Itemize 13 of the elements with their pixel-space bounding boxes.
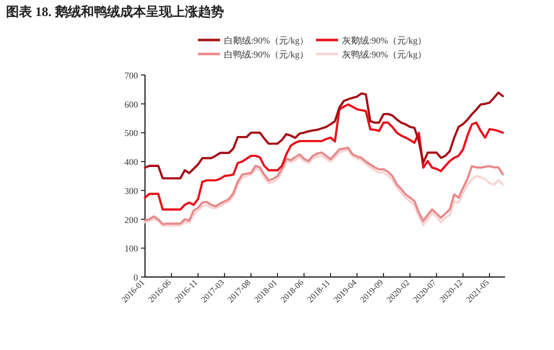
y-tick-label: 100 (124, 244, 138, 254)
legend-label: 白鹅绒:90%（元/kg） (224, 36, 308, 46)
chart-title: 图表 18. 鹅绒和鸭绒成本呈现上涨趋势 (6, 4, 224, 19)
y-tick-label: 300 (124, 186, 138, 196)
y-tick-label: 400 (124, 157, 138, 168)
y-tick-label: 0 (134, 272, 138, 282)
y-tick-label: 500 (124, 128, 138, 138)
legend-label: 灰鸭绒:90%（元/kg） (342, 50, 426, 60)
y-tick-label: 700 (124, 70, 138, 80)
legend-label: 白鸭绒:90%（元/kg） (224, 50, 308, 60)
legend-label: 灰鹅绒:90%（元/kg） (342, 36, 426, 46)
y-tick-label: 600 (124, 99, 138, 110)
y-tick-label: 200 (124, 214, 138, 225)
